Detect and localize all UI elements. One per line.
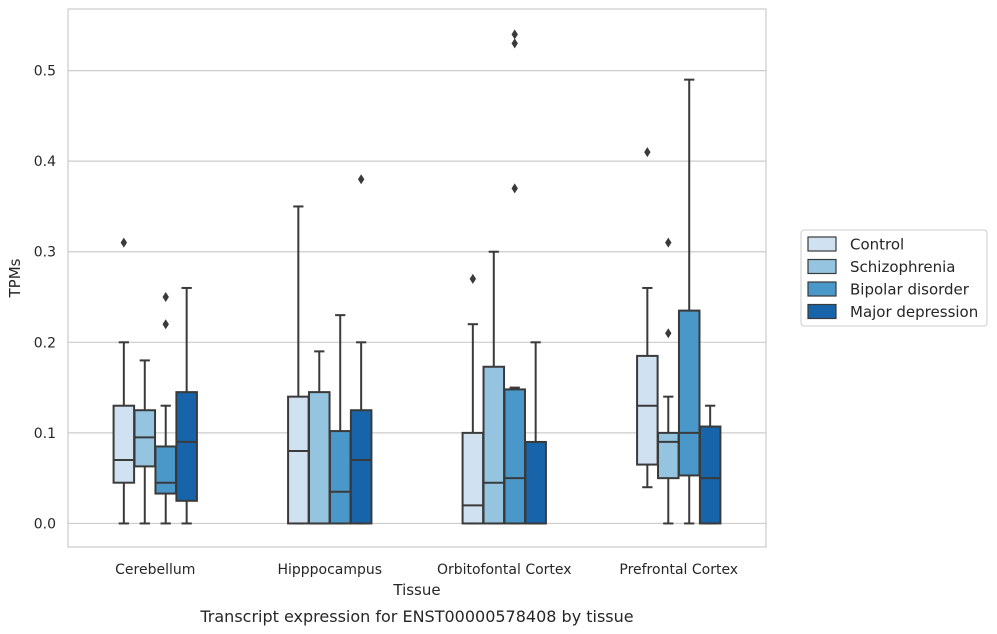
- box: [698, 425, 722, 525]
- x-tick-labels: Cerebellum Hipppocampus Orbitofontal Corte…: [115, 562, 738, 578]
- legend-swatch: [807, 303, 837, 320]
- outlier-marker: [665, 328, 672, 339]
- x-tick-label: Cerebellum: [115, 562, 195, 578]
- outlier-marker: [511, 29, 518, 40]
- y-tick-labels: 0.0 0.1 0.2 0.3 0.4 0.5: [34, 64, 56, 533]
- y-tick-label: 0.3: [34, 245, 56, 261]
- y-tick-label: 0.0: [34, 516, 56, 532]
- outlier-marker: [120, 237, 128, 248]
- box: [287, 395, 310, 525]
- box: [328, 430, 352, 525]
- legend-swatch: [807, 236, 837, 252]
- box-group: [112, 29, 722, 525]
- legend-swatch: [807, 258, 837, 275]
- outlier-marker: [665, 237, 672, 248]
- box: [308, 391, 331, 525]
- outlier-marker: [162, 292, 169, 303]
- outlier-marker: [162, 319, 169, 330]
- y-tick-label: 0.1: [34, 426, 56, 442]
- box: [636, 354, 659, 466]
- legend-label: Schizophrenia: [850, 258, 955, 276]
- box: [503, 388, 526, 525]
- legend-swatch: [807, 281, 837, 297]
- x-tick-label: Hipppocampus: [277, 562, 382, 578]
- outlier-marker: [511, 38, 518, 49]
- box: [524, 440, 547, 525]
- legend-label: Bipolar disorder: [850, 281, 970, 299]
- x-axis-title: Tissue: [392, 581, 440, 599]
- box: [482, 365, 506, 525]
- legend-frame: [800, 229, 988, 327]
- y-tick-label: 0.4: [34, 154, 56, 170]
- x-tick-label: Orbitofontal Cortex: [437, 562, 572, 578]
- outlier-marker: [511, 183, 518, 194]
- box: [461, 431, 485, 525]
- y-axis-title: TPMs: [6, 258, 24, 298]
- box: [657, 431, 680, 480]
- box: [677, 309, 701, 477]
- legend-label: Major depression: [850, 303, 978, 321]
- x-tick-label: Prefrontal Cortex: [619, 562, 738, 578]
- outlier-marker: [644, 147, 651, 158]
- y-tick-label: 0.5: [34, 64, 56, 80]
- legend: Control Schizophrenia Bipolar disorder Majo…: [800, 229, 988, 327]
- legend-label: Control: [850, 236, 904, 254]
- box: [112, 404, 136, 484]
- chart-caption: Transcript expression for ENST0000057840…: [199, 607, 633, 626]
- outlier-marker: [357, 174, 365, 185]
- box: [154, 445, 177, 495]
- outlier-marker: [469, 273, 477, 284]
- y-tick-label: 0.2: [34, 335, 56, 351]
- box: [175, 391, 198, 502]
- box: [349, 409, 373, 525]
